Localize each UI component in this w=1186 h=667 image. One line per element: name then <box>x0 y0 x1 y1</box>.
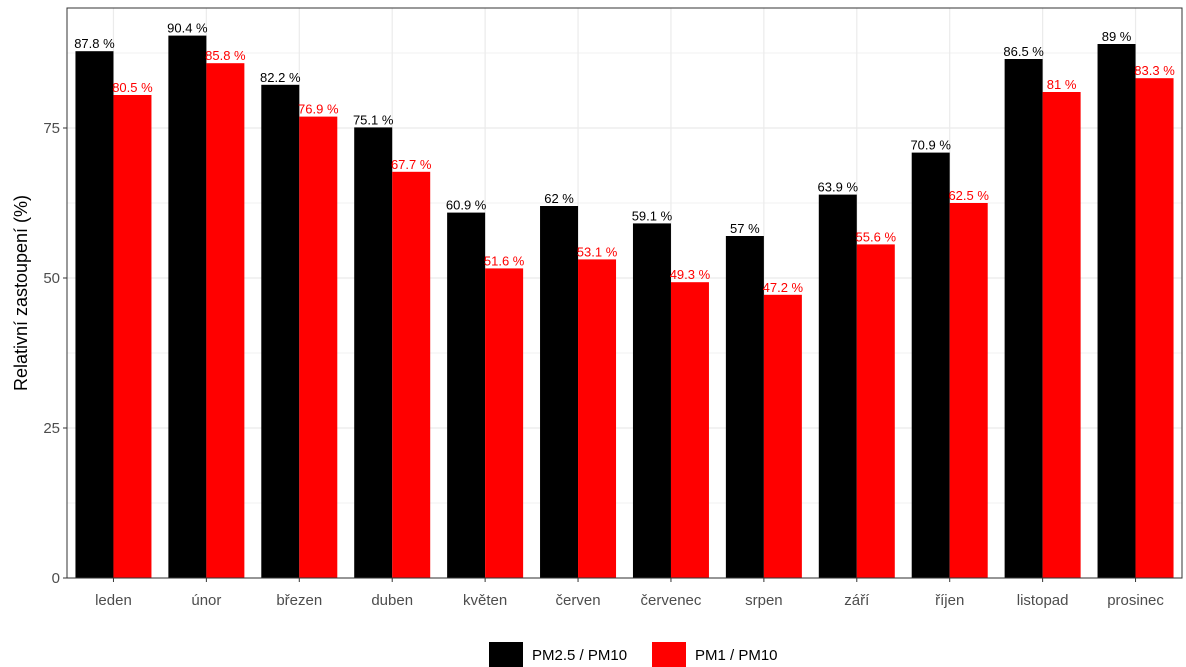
x-tick-label: září <box>844 592 870 609</box>
x-tick-label: prosinec <box>1107 592 1164 609</box>
legend-key-pm1 <box>652 642 686 667</box>
x-tick-label: květen <box>463 592 507 609</box>
legend: PM2.5 / PM10 PM1 / PM10 <box>489 642 778 667</box>
bar-label-pm1-5: 53.1 % <box>577 244 618 259</box>
x-tick-label: duben <box>371 592 413 609</box>
bar-label-pm1-4: 51.6 % <box>484 253 525 268</box>
bar-pm25-1 <box>168 35 207 579</box>
y-axis-title: Relativní zastoupení (%) <box>11 195 31 391</box>
bar-pm1-6 <box>670 282 709 578</box>
bar-label-pm25-8: 63.9 % <box>818 180 859 195</box>
bar-label-pm1-6: 49.3 % <box>670 267 711 282</box>
y-tick-label: 50 <box>43 270 60 287</box>
bar-label-pm1-7: 47.2 % <box>763 280 804 295</box>
bar-label-pm25-5: 62 % <box>544 191 574 206</box>
bar-pm25-6 <box>632 223 671 578</box>
bar-label-pm25-7: 57 % <box>730 221 760 236</box>
bar-pm25-8 <box>818 194 857 578</box>
bar-pm1-5 <box>578 259 617 578</box>
bar-label-pm25-6: 59.1 % <box>632 208 673 223</box>
bar-label-pm1-8: 55.6 % <box>856 229 897 244</box>
x-tick-label: červen <box>556 592 601 609</box>
bar-pm1-10 <box>1042 92 1081 578</box>
bar-pm1-4 <box>485 268 524 578</box>
y-tick-label: 0 <box>52 570 60 587</box>
x-tick-label: srpen <box>745 592 783 609</box>
y-tick-label: 75 <box>43 120 60 137</box>
x-tick-label: únor <box>191 592 221 609</box>
bar-pm25-10 <box>1004 59 1043 578</box>
bar-label-pm25-10: 86.5 % <box>1003 44 1044 59</box>
legend-label-pm25: PM2.5 / PM10 <box>532 647 627 664</box>
bar-pm1-9 <box>949 203 988 578</box>
bar-label-pm25-9: 70.9 % <box>910 138 951 153</box>
bar-label-pm25-2: 82.2 % <box>260 70 301 85</box>
bar-pm1-7 <box>763 294 802 578</box>
x-tick-label: listopad <box>1017 592 1069 609</box>
bar-pm25-2 <box>261 84 300 579</box>
bar-pm25-5 <box>540 206 579 578</box>
axes: 0 25 50 75 leden únor březen duben květen červen č… <box>43 120 1164 609</box>
bar-pm25-9 <box>911 152 950 578</box>
x-tick-label: březen <box>276 592 322 609</box>
bar-label-pm1-1: 85.8 % <box>205 48 246 63</box>
x-tick-label: leden <box>95 592 132 609</box>
bar-pm25-3 <box>354 127 393 579</box>
bar-pm1-1 <box>206 63 245 578</box>
bar-label-pm1-11: 83.3 % <box>1134 63 1175 78</box>
legend-key-pm25 <box>489 642 523 667</box>
x-tick-label: říjen <box>935 592 964 609</box>
bar-label-pm1-10: 81 % <box>1047 77 1077 92</box>
bar-pm1-11 <box>1135 78 1174 578</box>
bar-label-pm25-11: 89 % <box>1102 29 1132 44</box>
bar-label-pm25-4: 60.9 % <box>446 198 487 213</box>
bar-pm1-2 <box>299 116 338 578</box>
bar-label-pm25-1: 90.4 % <box>167 21 208 36</box>
bar-pm1-3 <box>392 171 431 579</box>
bars <box>75 35 1174 579</box>
plot-panel-border <box>66 7 1183 579</box>
bar-label-pm25-3: 75.1 % <box>353 112 394 127</box>
bar-labels: 87.8 % 80.5 % 90.4 % 85.8 % 82.2 % 76.9 % 75.1… <box>74 21 1175 295</box>
bar-label-pm1-3: 67.7 % <box>391 157 432 172</box>
legend-label-pm1: PM1 / PM10 <box>695 647 778 664</box>
bar-pm1-0 <box>113 95 152 578</box>
bar-pm25-11 <box>1097 44 1136 578</box>
bar-pm25-7 <box>725 236 764 578</box>
bar-pm1-8 <box>856 244 895 578</box>
bar-label-pm1-0: 80.5 % <box>112 80 153 95</box>
bar-label-pm1-9: 62.5 % <box>948 188 989 203</box>
bar-label-pm1-2: 76.9 % <box>298 102 339 117</box>
x-tick-label: červenec <box>641 592 702 609</box>
y-tick-label: 25 <box>43 420 60 437</box>
bar-label-pm25-0: 87.8 % <box>74 36 115 51</box>
bar-pm25-4 <box>447 212 486 578</box>
bar-pm25-0 <box>75 51 114 578</box>
